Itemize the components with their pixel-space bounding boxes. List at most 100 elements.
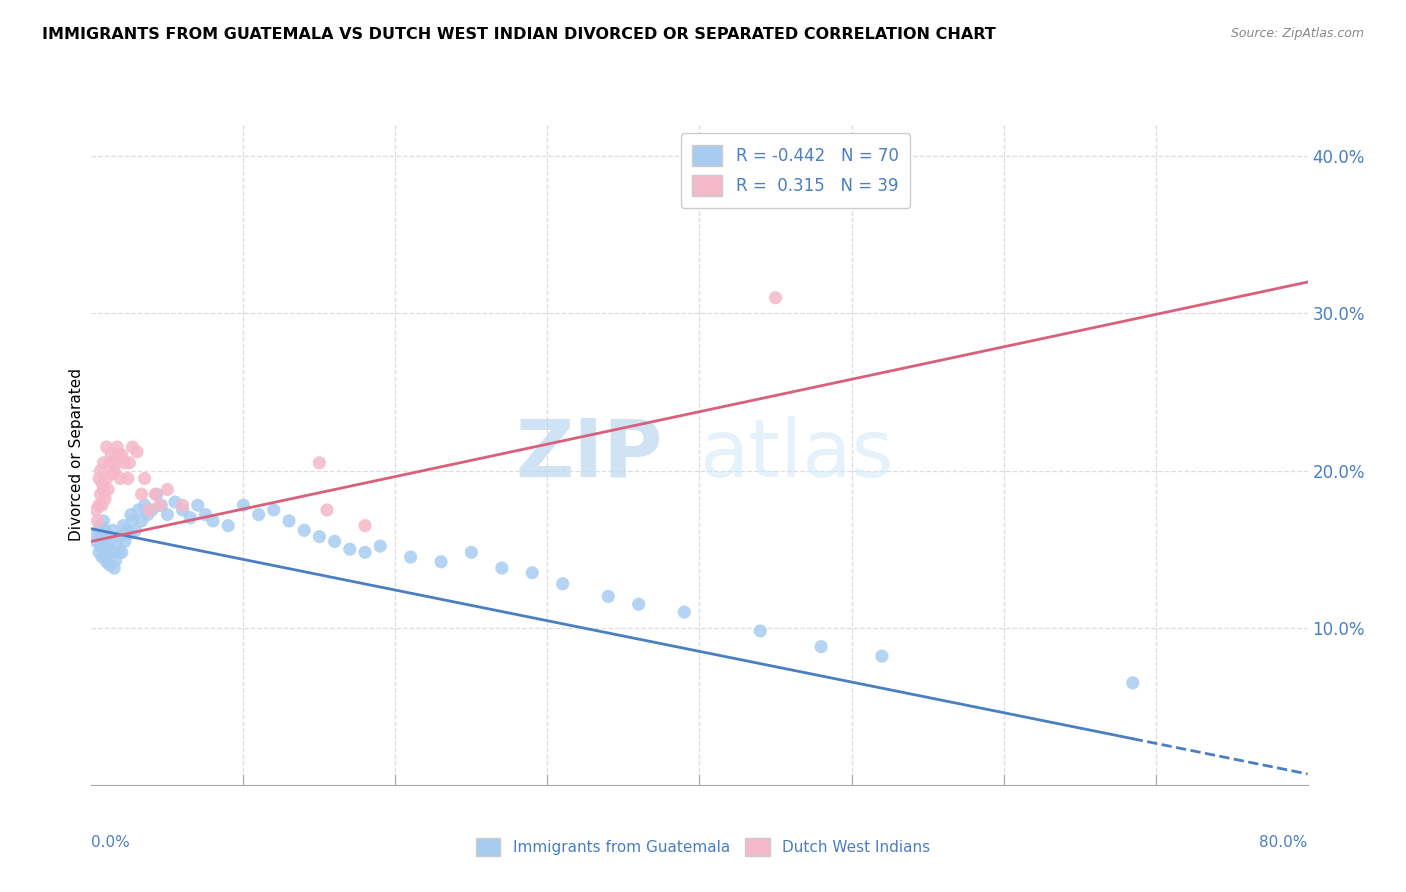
Point	[308, 530, 330, 544]
Point	[278, 514, 301, 528]
Point	[93, 456, 115, 470]
Point	[117, 471, 139, 485]
Point	[115, 524, 138, 538]
Point	[96, 530, 118, 544]
Point	[93, 514, 115, 528]
Text: Source: ZipAtlas.com: Source: ZipAtlas.com	[1230, 27, 1364, 40]
Point	[97, 483, 120, 497]
Point	[111, 545, 134, 559]
Point	[339, 542, 361, 557]
Point	[86, 514, 108, 528]
Point	[89, 518, 111, 533]
Legend: R = -0.442   N = 70, R =  0.315   N = 39: R = -0.442 N = 70, R = 0.315 N = 39	[681, 133, 910, 208]
Point	[172, 503, 194, 517]
Point	[84, 534, 107, 549]
Point	[131, 487, 153, 501]
Point	[118, 456, 141, 470]
Point	[354, 545, 377, 559]
Point	[308, 456, 330, 470]
Point	[143, 487, 166, 501]
Point	[96, 555, 118, 569]
Point	[128, 503, 150, 517]
Point	[103, 464, 125, 478]
Text: 0.0%: 0.0%	[91, 836, 131, 850]
Point	[156, 508, 179, 522]
Point	[107, 545, 129, 559]
Point	[91, 530, 114, 544]
Point	[101, 467, 124, 481]
Point	[870, 649, 893, 664]
Point	[121, 514, 143, 528]
Point	[104, 553, 127, 567]
Point	[141, 503, 163, 517]
Text: atlas: atlas	[699, 416, 894, 494]
Point	[673, 605, 696, 619]
Point	[114, 534, 136, 549]
Point	[125, 444, 148, 458]
Point	[316, 503, 339, 517]
Point	[89, 487, 111, 501]
Point	[94, 550, 117, 565]
Point	[810, 640, 832, 654]
Point	[111, 448, 134, 462]
Point	[1122, 675, 1144, 690]
Point	[112, 518, 135, 533]
Point	[101, 524, 124, 538]
Point	[98, 558, 121, 572]
Point	[97, 542, 120, 557]
Point	[491, 561, 513, 575]
Point	[120, 508, 142, 522]
Point	[263, 503, 285, 517]
Point	[124, 524, 146, 538]
Point	[145, 487, 167, 501]
Point	[87, 545, 110, 559]
Point	[110, 471, 132, 485]
Text: ZIP: ZIP	[516, 416, 664, 494]
Point	[110, 530, 132, 544]
Point	[91, 550, 114, 565]
Point	[749, 624, 772, 638]
Point	[87, 471, 110, 485]
Point	[194, 508, 217, 522]
Text: 80.0%: 80.0%	[1260, 836, 1308, 850]
Point	[598, 590, 620, 604]
Point	[522, 566, 544, 580]
Point	[131, 514, 153, 528]
Point	[134, 471, 156, 485]
Point	[86, 526, 108, 541]
Point	[91, 498, 114, 512]
Legend: Immigrants from Guatemala, Dutch West Indians: Immigrants from Guatemala, Dutch West In…	[470, 832, 936, 862]
Point	[94, 491, 117, 506]
Point	[765, 291, 787, 305]
Point	[551, 576, 574, 591]
Point	[87, 498, 110, 512]
Point	[399, 550, 422, 565]
Point	[96, 440, 118, 454]
Point	[100, 545, 122, 559]
Point	[202, 514, 225, 528]
Point	[136, 508, 159, 522]
Point	[368, 539, 391, 553]
Y-axis label: Divorced or Separated: Divorced or Separated	[69, 368, 84, 541]
Text: IMMIGRANTS FROM GUATEMALA VS DUTCH WEST INDIAN DIVORCED OR SEPARATED CORRELATION: IMMIGRANTS FROM GUATEMALA VS DUTCH WEST …	[42, 27, 995, 42]
Point	[89, 539, 111, 553]
Point	[94, 524, 117, 538]
Point	[100, 448, 122, 462]
Point	[98, 534, 121, 549]
Point	[104, 456, 127, 470]
Point	[150, 498, 173, 512]
Point	[134, 498, 156, 512]
Point	[87, 524, 110, 538]
Point	[156, 483, 179, 497]
Point	[93, 483, 115, 497]
Point	[323, 534, 346, 549]
Point	[172, 498, 194, 512]
Point	[187, 498, 209, 512]
Point	[96, 471, 118, 485]
Point	[292, 524, 315, 538]
Point	[114, 456, 136, 470]
Point	[91, 476, 114, 491]
Point	[107, 448, 129, 462]
Point	[121, 440, 143, 454]
Point	[93, 542, 115, 557]
